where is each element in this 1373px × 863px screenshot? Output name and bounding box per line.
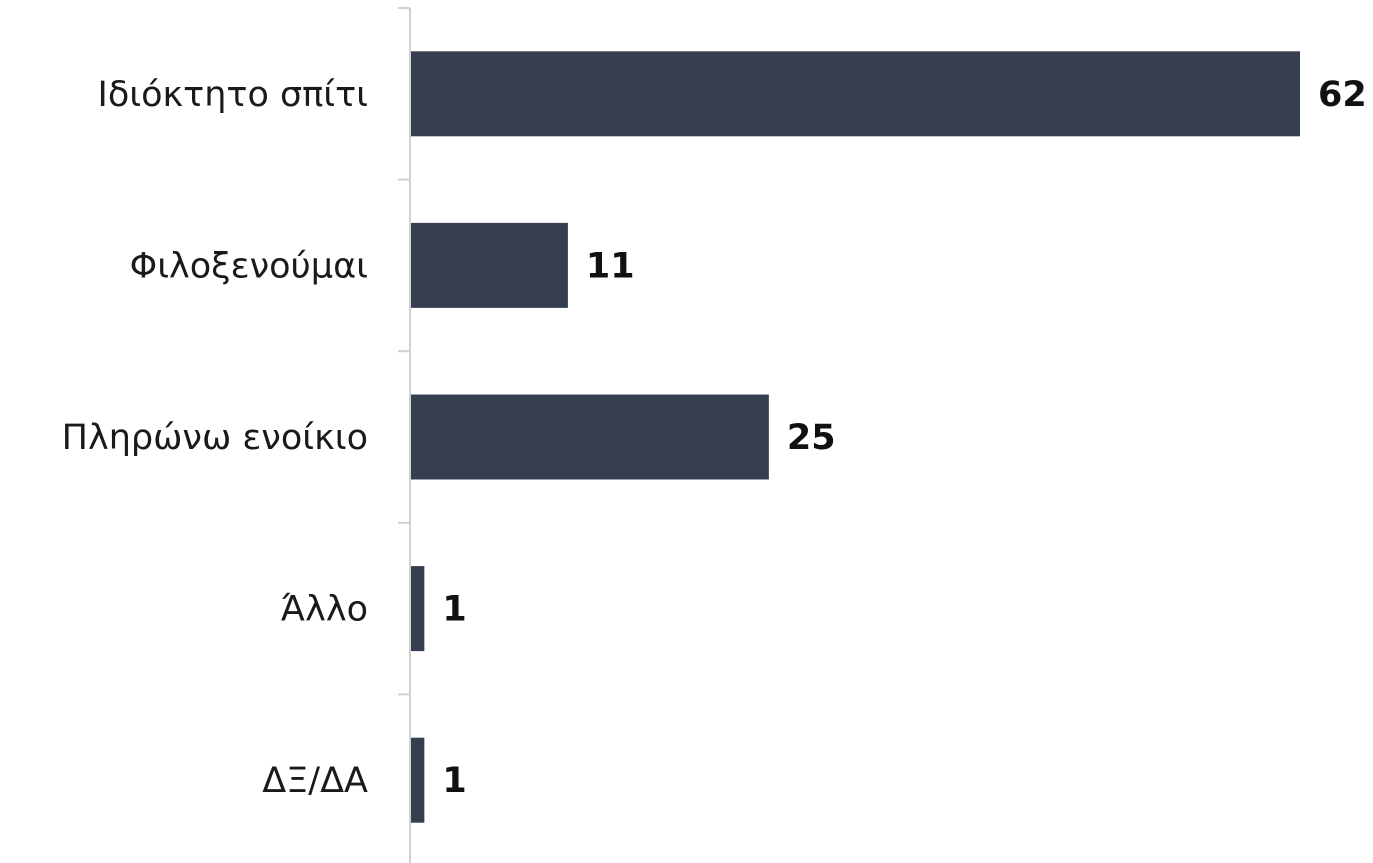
value-label: 1 — [442, 761, 466, 801]
value-label: 25 — [787, 418, 836, 458]
category-label: Πληρώνω ενοίκιο — [62, 418, 368, 458]
category-label: Φιλοξενούμαι — [130, 246, 368, 286]
value-label: 11 — [586, 246, 635, 286]
value-label: 62 — [1318, 75, 1367, 115]
category-label: Ιδιόκτητο σπίτι — [98, 75, 369, 115]
bar — [411, 394, 769, 480]
bar — [411, 566, 425, 652]
value-label: 1 — [442, 590, 466, 630]
bar — [411, 222, 568, 308]
category-label: ΔΞ/ΔΑ — [262, 761, 368, 801]
bar — [411, 737, 425, 823]
bar — [411, 51, 1300, 137]
category-label: Άλλο — [281, 590, 368, 630]
